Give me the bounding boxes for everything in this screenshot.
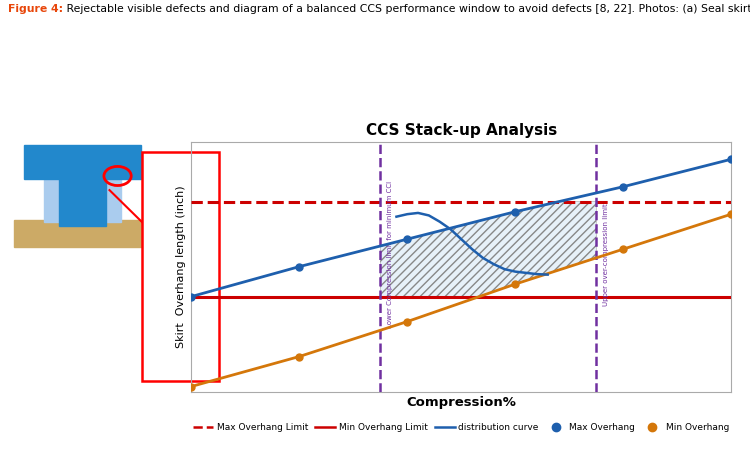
Text: Upper over-compression limit: Upper over-compression limit [603, 203, 609, 306]
X-axis label: Compression%: Compression% [406, 396, 516, 409]
Y-axis label: Skirt  Overhang length (inch): Skirt Overhang length (inch) [176, 185, 186, 348]
Text: Figure 4:: Figure 4: [8, 4, 62, 14]
Title: CCS Stack-up Analysis: CCS Stack-up Analysis [366, 123, 556, 138]
Legend: Max Overhang Limit, Min Overhang Limit, distribution curve, Max Overhang, Min Ov: Max Overhang Limit, Min Overhang Limit, … [194, 423, 729, 432]
Text: b: b [92, 317, 98, 327]
Text: c: c [13, 402, 18, 412]
Text: Rejectable visible defects and diagram of a balanced CCS performance window to a: Rejectable visible defects and diagram o… [62, 4, 750, 14]
Bar [44, 147, 122, 222]
Text: d: d [92, 402, 98, 412]
Text: Lower Compression limit for minimum CCI: Lower Compression limit for minimum CCI [387, 180, 393, 328]
Bar [59, 175, 106, 226]
Bar [24, 144, 141, 179]
Bar [14, 220, 151, 247]
Text: a: a [13, 317, 19, 327]
